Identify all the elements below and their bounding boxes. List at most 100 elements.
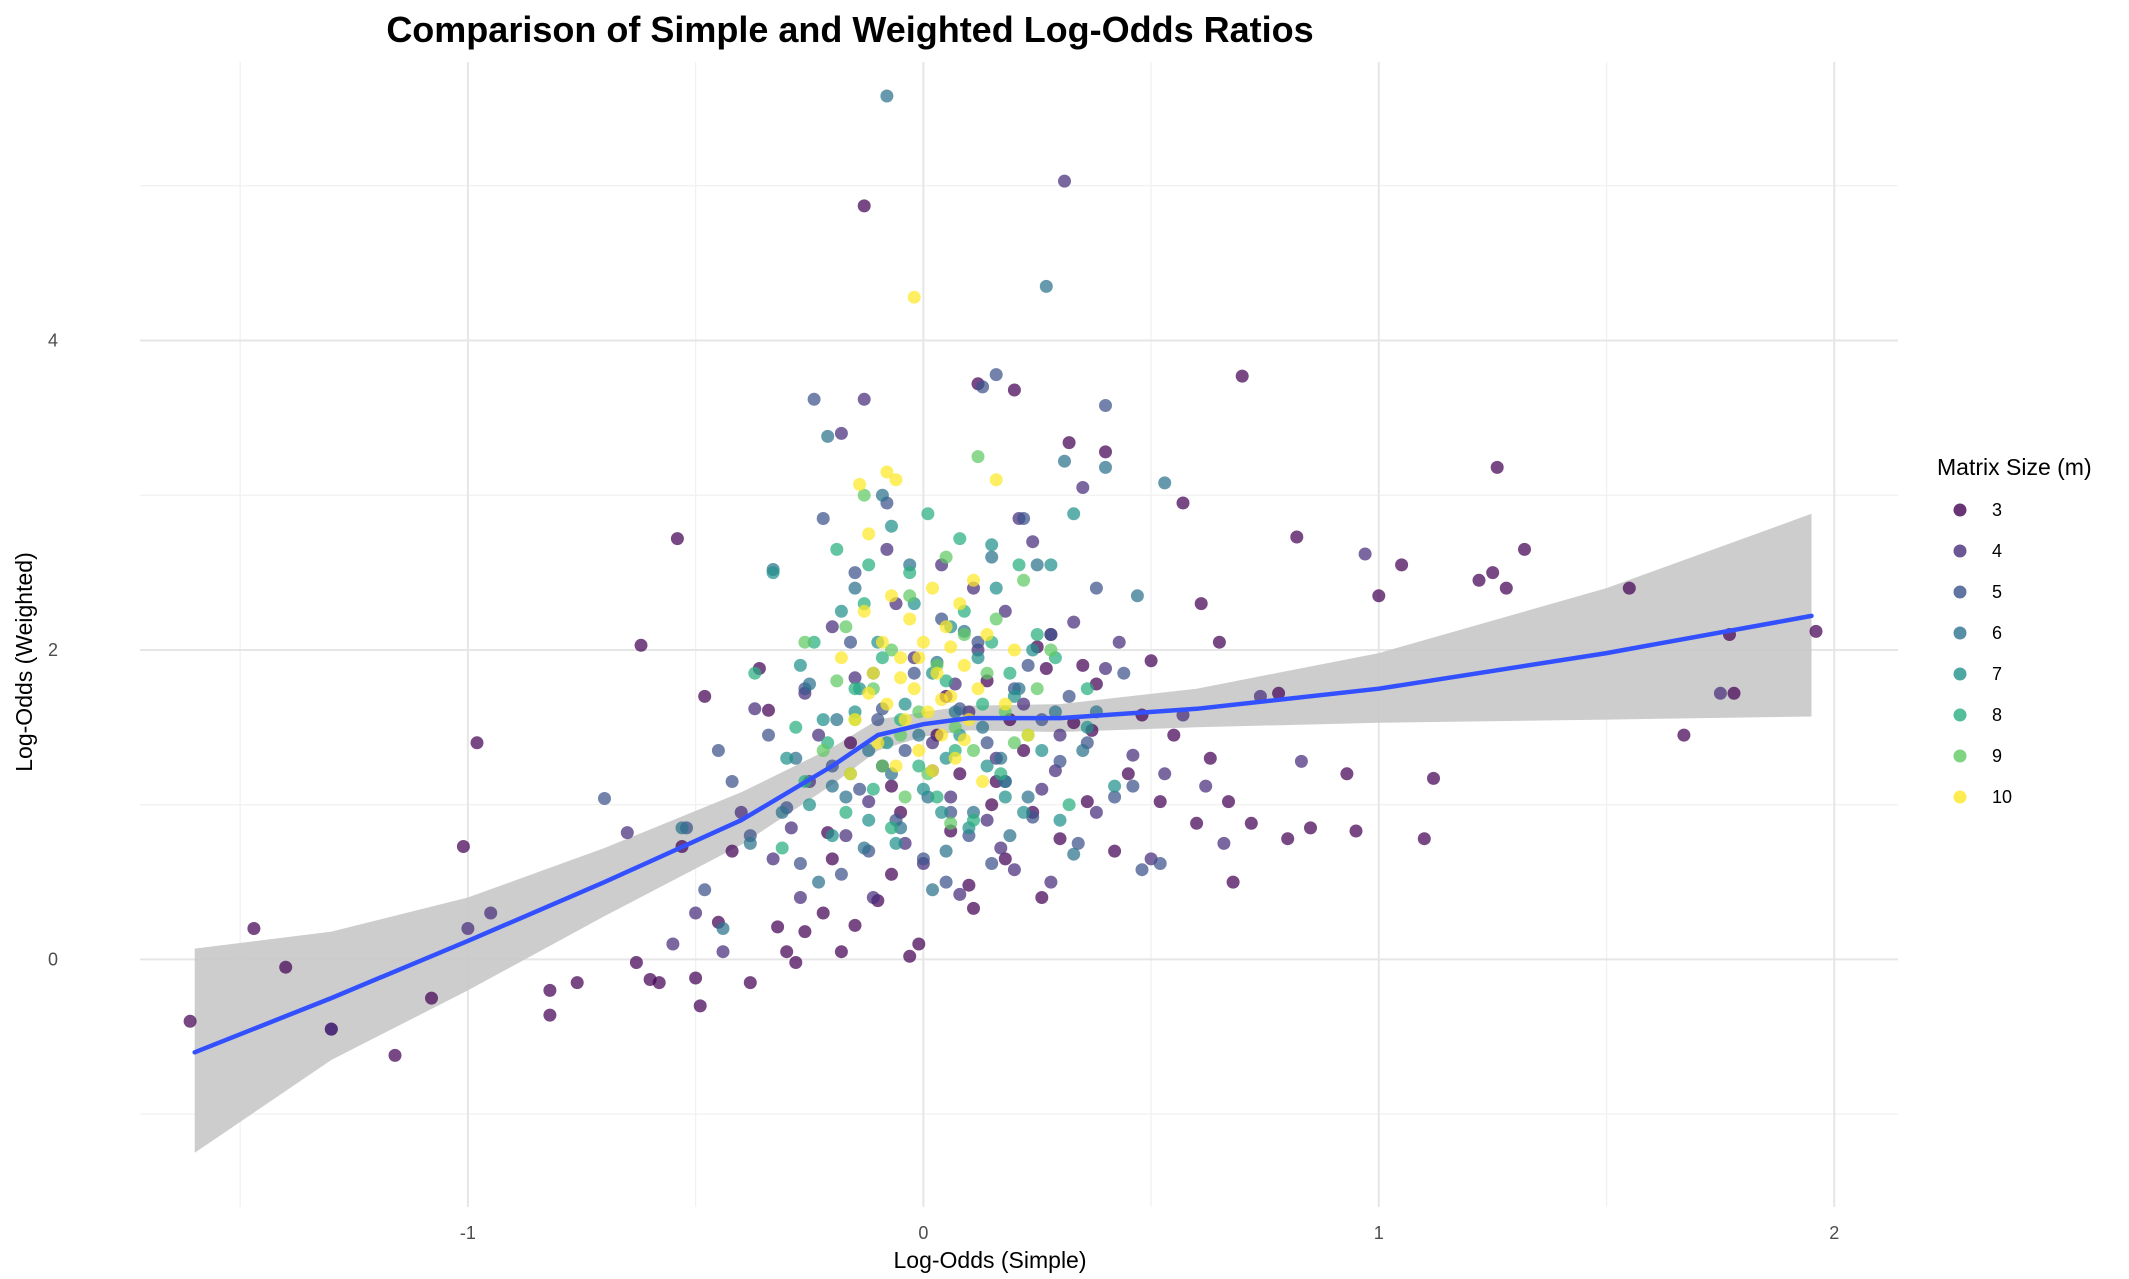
data-point-m10 xyxy=(912,651,926,665)
data-point-m4 xyxy=(1026,535,1040,549)
data-point-m3 xyxy=(885,867,898,881)
data-point-m7 xyxy=(816,713,830,727)
data-point-m8 xyxy=(1080,682,1094,696)
data-point-m5 xyxy=(1071,836,1085,850)
data-point-m10 xyxy=(857,604,871,618)
data-point-m6 xyxy=(1076,744,1090,757)
x-tick-label: 1 xyxy=(1374,1223,1384,1243)
data-point-m3 xyxy=(1007,383,1021,397)
data-point-m9 xyxy=(1017,573,1031,587)
data-point-m5 xyxy=(989,368,1003,382)
data-point-m6 xyxy=(994,751,1008,765)
data-point-m3 xyxy=(1080,795,1094,809)
data-point-m3 xyxy=(962,878,976,892)
data-point-m3 xyxy=(762,703,775,717)
data-points xyxy=(183,89,1823,1062)
data-point-m3 xyxy=(1108,844,1122,858)
data-point-m8 xyxy=(748,666,762,680)
legend-key-m6 xyxy=(1953,626,1967,640)
data-point-m8 xyxy=(930,790,944,804)
data-point-m3 xyxy=(848,918,862,932)
data-point-m6 xyxy=(812,875,826,889)
data-point-m4 xyxy=(1076,481,1090,494)
data-point-m6 xyxy=(743,836,757,850)
data-point-m4 xyxy=(880,542,894,556)
data-point-m6 xyxy=(862,744,876,757)
data-point-m5 xyxy=(907,666,921,680)
data-point-m7 xyxy=(935,805,949,819)
legend-label-m8: 8 xyxy=(1992,705,2002,725)
data-point-m5 xyxy=(698,883,712,897)
data-point-m4 xyxy=(998,604,1012,618)
data-point-m3 xyxy=(1153,795,1167,809)
data-point-m7 xyxy=(985,538,999,552)
data-point-m8 xyxy=(830,542,844,556)
legend-key-m8 xyxy=(1953,708,1967,722)
data-point-m9 xyxy=(980,666,994,680)
data-point-m7 xyxy=(1080,720,1094,734)
data-point-m7 xyxy=(780,751,794,765)
data-point-m4 xyxy=(666,937,680,951)
data-point-m4 xyxy=(484,906,498,920)
data-point-m7 xyxy=(989,581,1003,595)
chart-title: Comparison of Simple and Weighted Log-Od… xyxy=(386,9,1313,50)
y-tick-label: 2 xyxy=(48,640,58,660)
minor-gridlines xyxy=(140,62,1898,1207)
data-point-m6 xyxy=(830,713,844,727)
data-point-m6 xyxy=(775,805,789,819)
legend-label-m5: 5 xyxy=(1992,582,2002,602)
data-point-m5 xyxy=(844,635,857,649)
legend-label-m9: 9 xyxy=(1992,746,2002,766)
data-point-m7 xyxy=(916,782,930,796)
data-point-m4 xyxy=(689,906,703,920)
data-point-m4 xyxy=(1158,767,1172,781)
data-point-m3 xyxy=(1499,581,1513,595)
data-point-m9 xyxy=(898,790,912,804)
data-point-m5 xyxy=(711,744,725,757)
data-point-m5 xyxy=(976,380,990,394)
data-point-m7 xyxy=(834,604,848,618)
data-point-m10 xyxy=(998,697,1012,711)
data-point-m8 xyxy=(967,813,980,827)
data-point-m8 xyxy=(1003,666,1017,680)
data-point-m7 xyxy=(1007,689,1021,703)
data-point-m3 xyxy=(543,983,557,997)
data-point-m7 xyxy=(880,736,894,750)
data-point-m7 xyxy=(1067,507,1081,521)
data-point-m3 xyxy=(1417,832,1431,846)
data-point-m10 xyxy=(957,733,971,747)
confidence-band-area xyxy=(194,513,1812,1153)
data-point-m4 xyxy=(1058,174,1071,188)
data-point-m7 xyxy=(803,798,816,812)
data-point-m5 xyxy=(898,744,912,757)
data-point-m4 xyxy=(825,620,839,634)
data-point-m4 xyxy=(748,702,762,716)
legend-key-m4 xyxy=(1953,544,1967,558)
data-point-m3 xyxy=(1349,824,1363,838)
data-point-m5 xyxy=(762,728,775,742)
data-point-m8 xyxy=(789,720,803,734)
data-point-m5 xyxy=(853,782,867,796)
data-point-m10 xyxy=(953,597,967,611)
data-point-m6 xyxy=(1030,558,1044,572)
data-point-m3 xyxy=(825,852,839,866)
data-point-m4 xyxy=(834,426,848,440)
data-point-m7 xyxy=(793,658,807,672)
x-tick-label: -1 xyxy=(460,1223,476,1243)
data-point-m5 xyxy=(985,857,999,870)
data-point-m5 xyxy=(1117,666,1131,680)
x-tick-label: 0 xyxy=(918,1223,928,1243)
data-point-m5 xyxy=(939,875,953,889)
data-point-m8 xyxy=(994,767,1008,781)
data-point-m10 xyxy=(866,666,880,680)
data-point-m3 xyxy=(857,199,871,213)
data-point-m3 xyxy=(247,922,261,935)
legend-label-m3: 3 xyxy=(1992,500,2002,520)
data-point-m9 xyxy=(857,488,871,502)
data-point-m3 xyxy=(912,937,926,951)
data-point-m6 xyxy=(789,751,803,765)
data-point-m3 xyxy=(1372,589,1386,603)
data-point-m8 xyxy=(866,782,880,796)
data-point-m10 xyxy=(926,764,939,778)
data-point-m10 xyxy=(862,686,876,700)
